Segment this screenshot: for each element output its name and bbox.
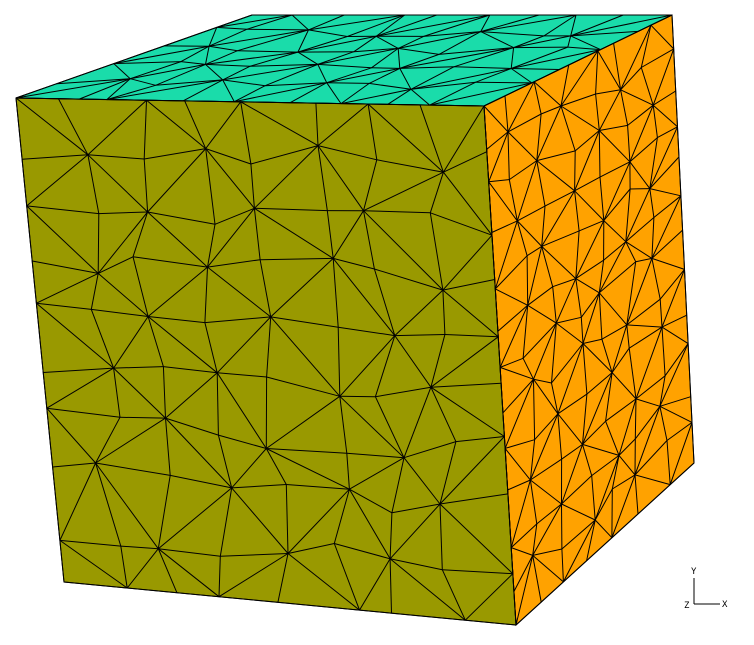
axis-triad: Y X Z (684, 567, 728, 611)
y-axis-label: Y (691, 567, 697, 577)
z-axis-label: Z (684, 601, 690, 611)
mesh-wireframe (15, 14, 695, 626)
x-axis-label: X (722, 600, 728, 610)
cube-mesh (15, 14, 695, 627)
